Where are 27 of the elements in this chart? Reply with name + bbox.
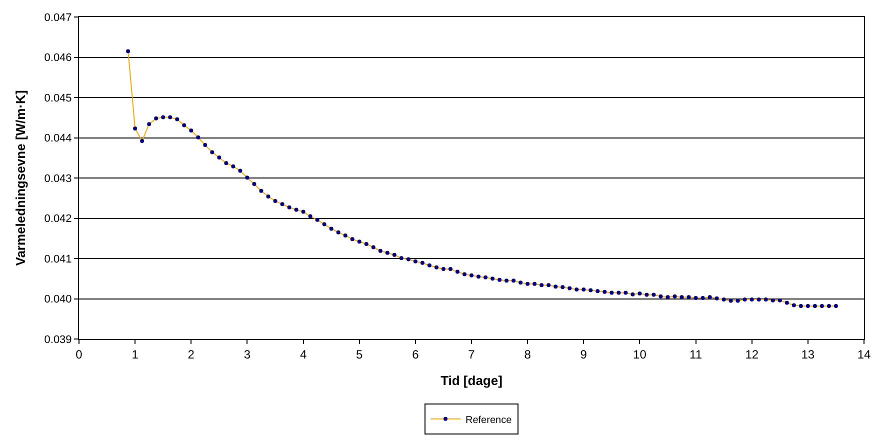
x-tick-label: 2 bbox=[188, 347, 195, 362]
x-tick-label: 6 bbox=[412, 347, 420, 362]
x-tick-label: 5 bbox=[356, 347, 364, 362]
x-tick-label: 3 bbox=[244, 347, 251, 362]
x-tick-label: 1 bbox=[132, 347, 139, 362]
y-tick-label: 0.046 bbox=[44, 52, 72, 64]
y-tick-label: 0.047 bbox=[44, 12, 72, 24]
x-tick-label: 12 bbox=[745, 347, 759, 362]
x-tick-label: 7 bbox=[468, 347, 476, 362]
y-tick-label: 0.039 bbox=[44, 334, 72, 346]
x-tick-label: 4 bbox=[300, 347, 307, 362]
y-tick-label: 0.044 bbox=[44, 132, 72, 145]
x-tick-label: 9 bbox=[580, 347, 588, 362]
x-axis-title: Tid [dage] bbox=[440, 373, 502, 388]
x-tick-label: 8 bbox=[524, 347, 532, 362]
y-tick-label: 0.045 bbox=[44, 92, 72, 104]
y-tick-label: 0.040 bbox=[44, 294, 72, 306]
y-tick-label: 0.041 bbox=[44, 253, 72, 266]
x-tick-label: 10 bbox=[633, 347, 647, 362]
y-axis-title: Varmeledningsevne [W/m·K] bbox=[13, 90, 28, 266]
y-tick-label: 0.042 bbox=[44, 213, 72, 226]
legend-label: Reference bbox=[466, 414, 512, 426]
x-tick-label: 11 bbox=[690, 347, 702, 362]
x-tick-label: 14 bbox=[857, 347, 871, 362]
x-tick-label: 13 bbox=[801, 347, 815, 362]
y-tick-label: 0.043 bbox=[44, 172, 72, 185]
x-tick-label: 0 bbox=[76, 347, 83, 362]
